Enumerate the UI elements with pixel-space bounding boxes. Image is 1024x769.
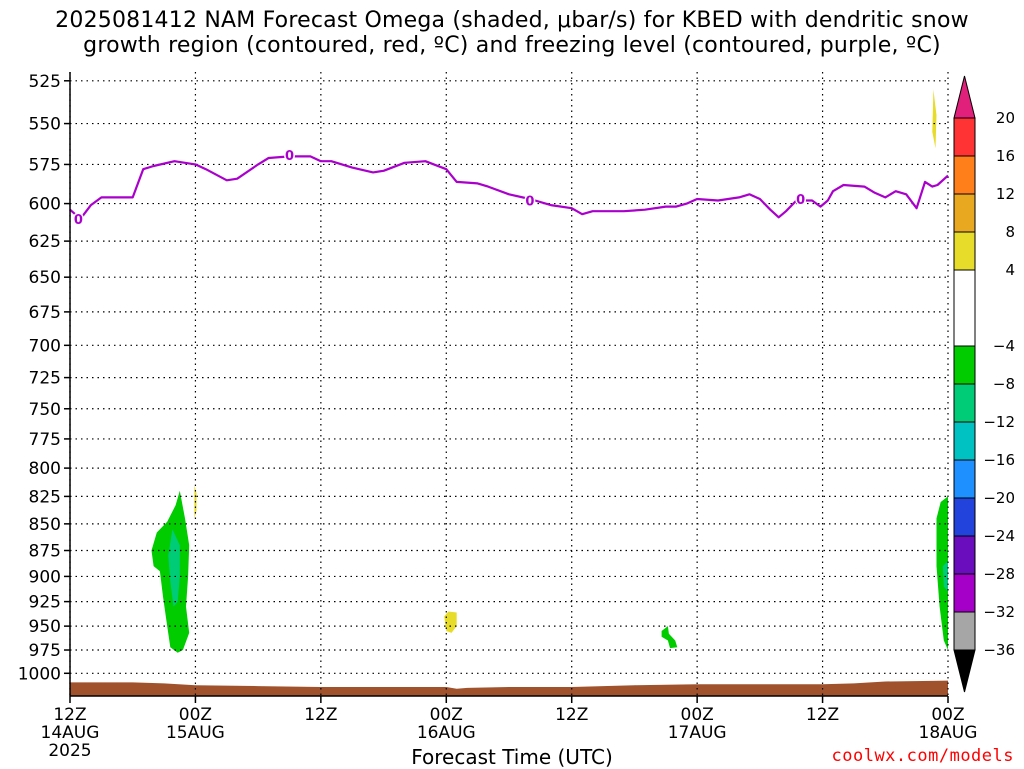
y-tick-label: 550 [29, 115, 61, 135]
colorbar-band-12 [953, 535, 976, 575]
x-tick-date: 16AUG [417, 723, 476, 743]
colorbar-band-8 [953, 383, 976, 423]
omega-region-5 [661, 626, 678, 649]
y-tick-label: 925 [29, 593, 61, 613]
colorbar-label: −8 [993, 375, 1015, 393]
colorbar-band-13 [953, 573, 976, 613]
colorbar-band-14 [953, 611, 976, 651]
grid-layer [69, 72, 949, 696]
colorbar-label: −20 [983, 489, 1015, 507]
y-tick-label: 950 [29, 617, 61, 637]
x-tick-label: 12Z [806, 705, 839, 725]
x-axis-label: Forecast Time (UTC) [411, 745, 613, 769]
y-tick-label: 575 [29, 155, 61, 175]
colorbar-label: −32 [983, 603, 1015, 621]
colorbar-band-9 [953, 421, 976, 461]
freezing-level-label: 0 [525, 195, 534, 210]
colorbar-band-10 [953, 459, 976, 499]
chart-title-line-1: 2025081412 NAM Forecast Omega (shaded, μ… [55, 8, 969, 33]
y-tick-label: 825 [29, 487, 61, 507]
colorbar-band-7 [953, 345, 976, 385]
y-tick-label: 700 [29, 336, 61, 356]
colorbar-band-top [953, 75, 976, 119]
terrain-fill [70, 680, 948, 696]
watermark: coolwx.com/models [831, 746, 1014, 766]
colorbar-band-11 [953, 497, 976, 537]
colorbar-label: −12 [983, 413, 1015, 431]
colorbar: 20 16 12 8 4 −4 −8 −12 −16 −20 −24 −28 −32 −36 [953, 75, 1015, 693]
y-tick-label: 600 [29, 195, 61, 215]
x-tick-label: 00Z [681, 705, 714, 725]
colorbar-band-2 [953, 117, 976, 157]
colorbar-band-4 [953, 193, 976, 233]
y-tick-label: 625 [29, 232, 61, 252]
axis-layer: 525 550 575 600 625 650 675 700 725 750 775 800 825 8… [18, 72, 978, 761]
y-tick-label: 900 [29, 567, 61, 587]
colorbar-band-bottom [953, 649, 976, 693]
x-tick-date: 17AUG [668, 723, 727, 743]
colorbar-label: −16 [983, 451, 1015, 469]
chart-title: 2025081412 NAM Forecast Omega (shaded, μ… [0, 8, 1024, 58]
colorbar-label: 8 [1005, 223, 1015, 241]
colorbar-label: 4 [1005, 261, 1015, 279]
y-tick-label: 800 [29, 459, 61, 479]
colorbar-band-6 [953, 269, 976, 347]
x-tick-label: 00Z [931, 705, 964, 725]
x-tick-date: 14AUG [41, 723, 100, 743]
omega-region-2 [168, 529, 180, 607]
freezing-level-label: 0 [796, 193, 805, 208]
y-tick-label: 875 [29, 542, 61, 562]
omega-shading-layer [151, 89, 948, 653]
freezing-level-label: 0 [74, 213, 83, 228]
colorbar-label: 16 [996, 147, 1015, 165]
y-tick-label: 675 [29, 303, 61, 323]
x-tick-label: 00Z [179, 705, 212, 725]
y-tick-label: 650 [29, 268, 61, 288]
y-tick-label: 725 [29, 369, 61, 389]
freezing-level-layer: 0 0 0 0 [69, 147, 949, 229]
y-tick-label: 750 [29, 400, 61, 420]
colorbar-label: −28 [983, 565, 1015, 583]
y-tick-label: 1000 [18, 664, 61, 684]
y-tick-label: 525 [29, 72, 61, 92]
x-tick-date: 15AUG [166, 723, 225, 743]
omega-region-7 [936, 496, 948, 650]
x-tick-date: 18AUG [919, 723, 978, 743]
freezing-level-label: 0 [285, 149, 294, 164]
y-tick-label: 850 [29, 515, 61, 535]
x-tick-label: 12Z [53, 705, 86, 725]
omega-region-6 [932, 89, 937, 149]
x-tick-label: 12Z [304, 705, 337, 725]
chart-title-line-2: growth region (contoured, red, ºC) and f… [83, 33, 941, 58]
colorbar-band-5 [953, 231, 976, 271]
y-tick-label: 975 [29, 641, 61, 661]
colorbar-label: −36 [983, 641, 1015, 659]
colorbar-label: −24 [983, 527, 1015, 545]
colorbar-band-3 [953, 155, 976, 195]
colorbar-label: −4 [993, 337, 1015, 355]
x-tick-label: 12Z [555, 705, 588, 725]
x-tick-label: 00Z [430, 705, 463, 725]
freezing-level-line [69, 155, 949, 220]
colorbar-label: 12 [996, 185, 1015, 203]
colorbar-label: 20 [996, 109, 1015, 127]
terrain-layer [70, 72, 948, 696]
plot-background [70, 72, 948, 696]
y-tick-label: 775 [29, 430, 61, 450]
omega-region-4 [444, 611, 457, 633]
x-tick-year: 2025 [48, 741, 91, 761]
